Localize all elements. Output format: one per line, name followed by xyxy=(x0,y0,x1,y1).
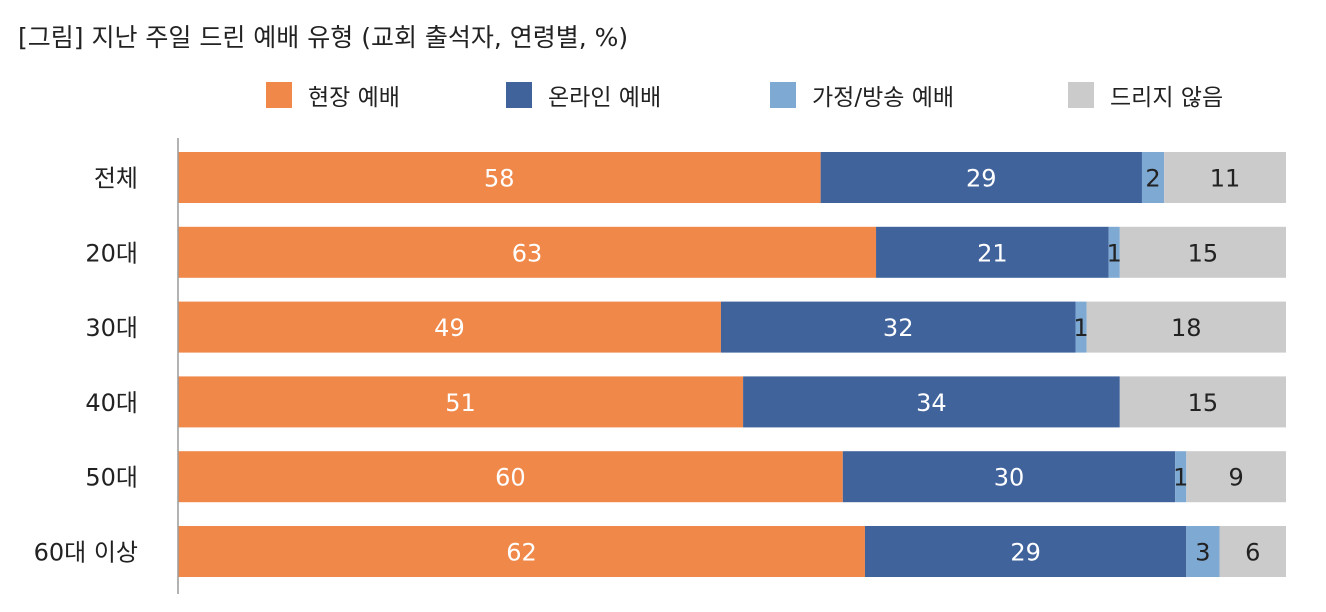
data-label: 32 xyxy=(883,314,914,342)
bar-segment xyxy=(1219,526,1286,577)
bar-segment xyxy=(820,152,1142,203)
category-label: 20대 xyxy=(85,239,138,267)
data-label: 3 xyxy=(1195,539,1210,567)
legend: 현장 예배 온라인 예배 가정/방송 예배 드리지 않음 xyxy=(0,78,1326,118)
bar-segment xyxy=(842,451,1176,503)
legend-item-home: 가정/방송 예배 xyxy=(770,78,954,112)
bar-segment xyxy=(743,376,1120,428)
legend-item-none: 드리지 않음 xyxy=(1068,78,1223,112)
legend-swatch-none xyxy=(1068,82,1094,108)
bar-segment xyxy=(1186,451,1286,503)
data-label: 29 xyxy=(1010,539,1041,567)
data-label: 18 xyxy=(1171,314,1202,342)
bar-segment xyxy=(1108,226,1120,278)
bar-segment xyxy=(1086,301,1286,353)
data-label: 1 xyxy=(1107,239,1122,267)
bar-segment xyxy=(1141,152,1165,203)
data-label: 11 xyxy=(1210,165,1241,193)
bar-segment xyxy=(1175,451,1187,503)
category-label: 50대 xyxy=(85,464,138,492)
data-label: 58 xyxy=(484,165,515,193)
data-label: 1 xyxy=(1173,464,1188,492)
data-label: 6 xyxy=(1245,539,1260,567)
bar-segment xyxy=(1119,226,1286,278)
data-label: 21 xyxy=(977,239,1008,267)
legend-label-none: 드리지 않음 xyxy=(1110,85,1224,111)
category-label: 30대 xyxy=(85,314,138,342)
category-label: 40대 xyxy=(85,389,138,417)
data-label: 34 xyxy=(916,389,947,417)
data-label: 1 xyxy=(1073,314,1088,342)
bar-segment xyxy=(178,152,821,203)
data-label: 49 xyxy=(434,314,465,342)
bar-segment xyxy=(1164,152,1286,203)
bar-segment xyxy=(178,226,877,278)
bar-segment xyxy=(720,301,1076,353)
data-label: 63 xyxy=(512,239,543,267)
data-label: 29 xyxy=(966,165,997,193)
data-label: 30 xyxy=(994,464,1025,492)
chart-title: [그림] 지난 주일 드린 예배 유형 (교회 출석자, 연령별, %) xyxy=(18,23,629,52)
data-label: 2 xyxy=(1145,165,1160,193)
legend-swatch-online xyxy=(506,82,532,108)
bar-segment xyxy=(178,301,721,353)
data-label: 15 xyxy=(1188,239,1219,267)
category-label: 60대 이상 xyxy=(34,539,138,567)
data-label: 9 xyxy=(1228,464,1243,492)
bar-segment xyxy=(178,376,744,428)
data-label: 51 xyxy=(445,389,476,417)
data-label: 62 xyxy=(506,539,537,567)
bar-segment xyxy=(178,451,843,503)
legend-swatch-home xyxy=(770,82,796,108)
legend-item-online: 온라인 예배 xyxy=(506,78,661,112)
bar-segment xyxy=(1075,301,1087,353)
legend-item-onsite: 현장 예배 xyxy=(266,78,400,112)
bar-segment xyxy=(1186,526,1220,577)
legend-label-online: 온라인 예배 xyxy=(548,85,662,111)
bar-segment xyxy=(864,526,1187,577)
category-label: 전체 xyxy=(94,165,138,193)
bar-segment xyxy=(876,226,1109,278)
data-label: 60 xyxy=(495,464,526,492)
legend-label-home: 가정/방송 예배 xyxy=(812,85,955,111)
data-label: 15 xyxy=(1188,389,1219,417)
bar-segment xyxy=(1119,376,1286,428)
legend-swatch-onsite xyxy=(266,82,292,108)
bar-segment xyxy=(178,526,865,577)
legend-label-onsite: 현장 예배 xyxy=(308,85,400,111)
